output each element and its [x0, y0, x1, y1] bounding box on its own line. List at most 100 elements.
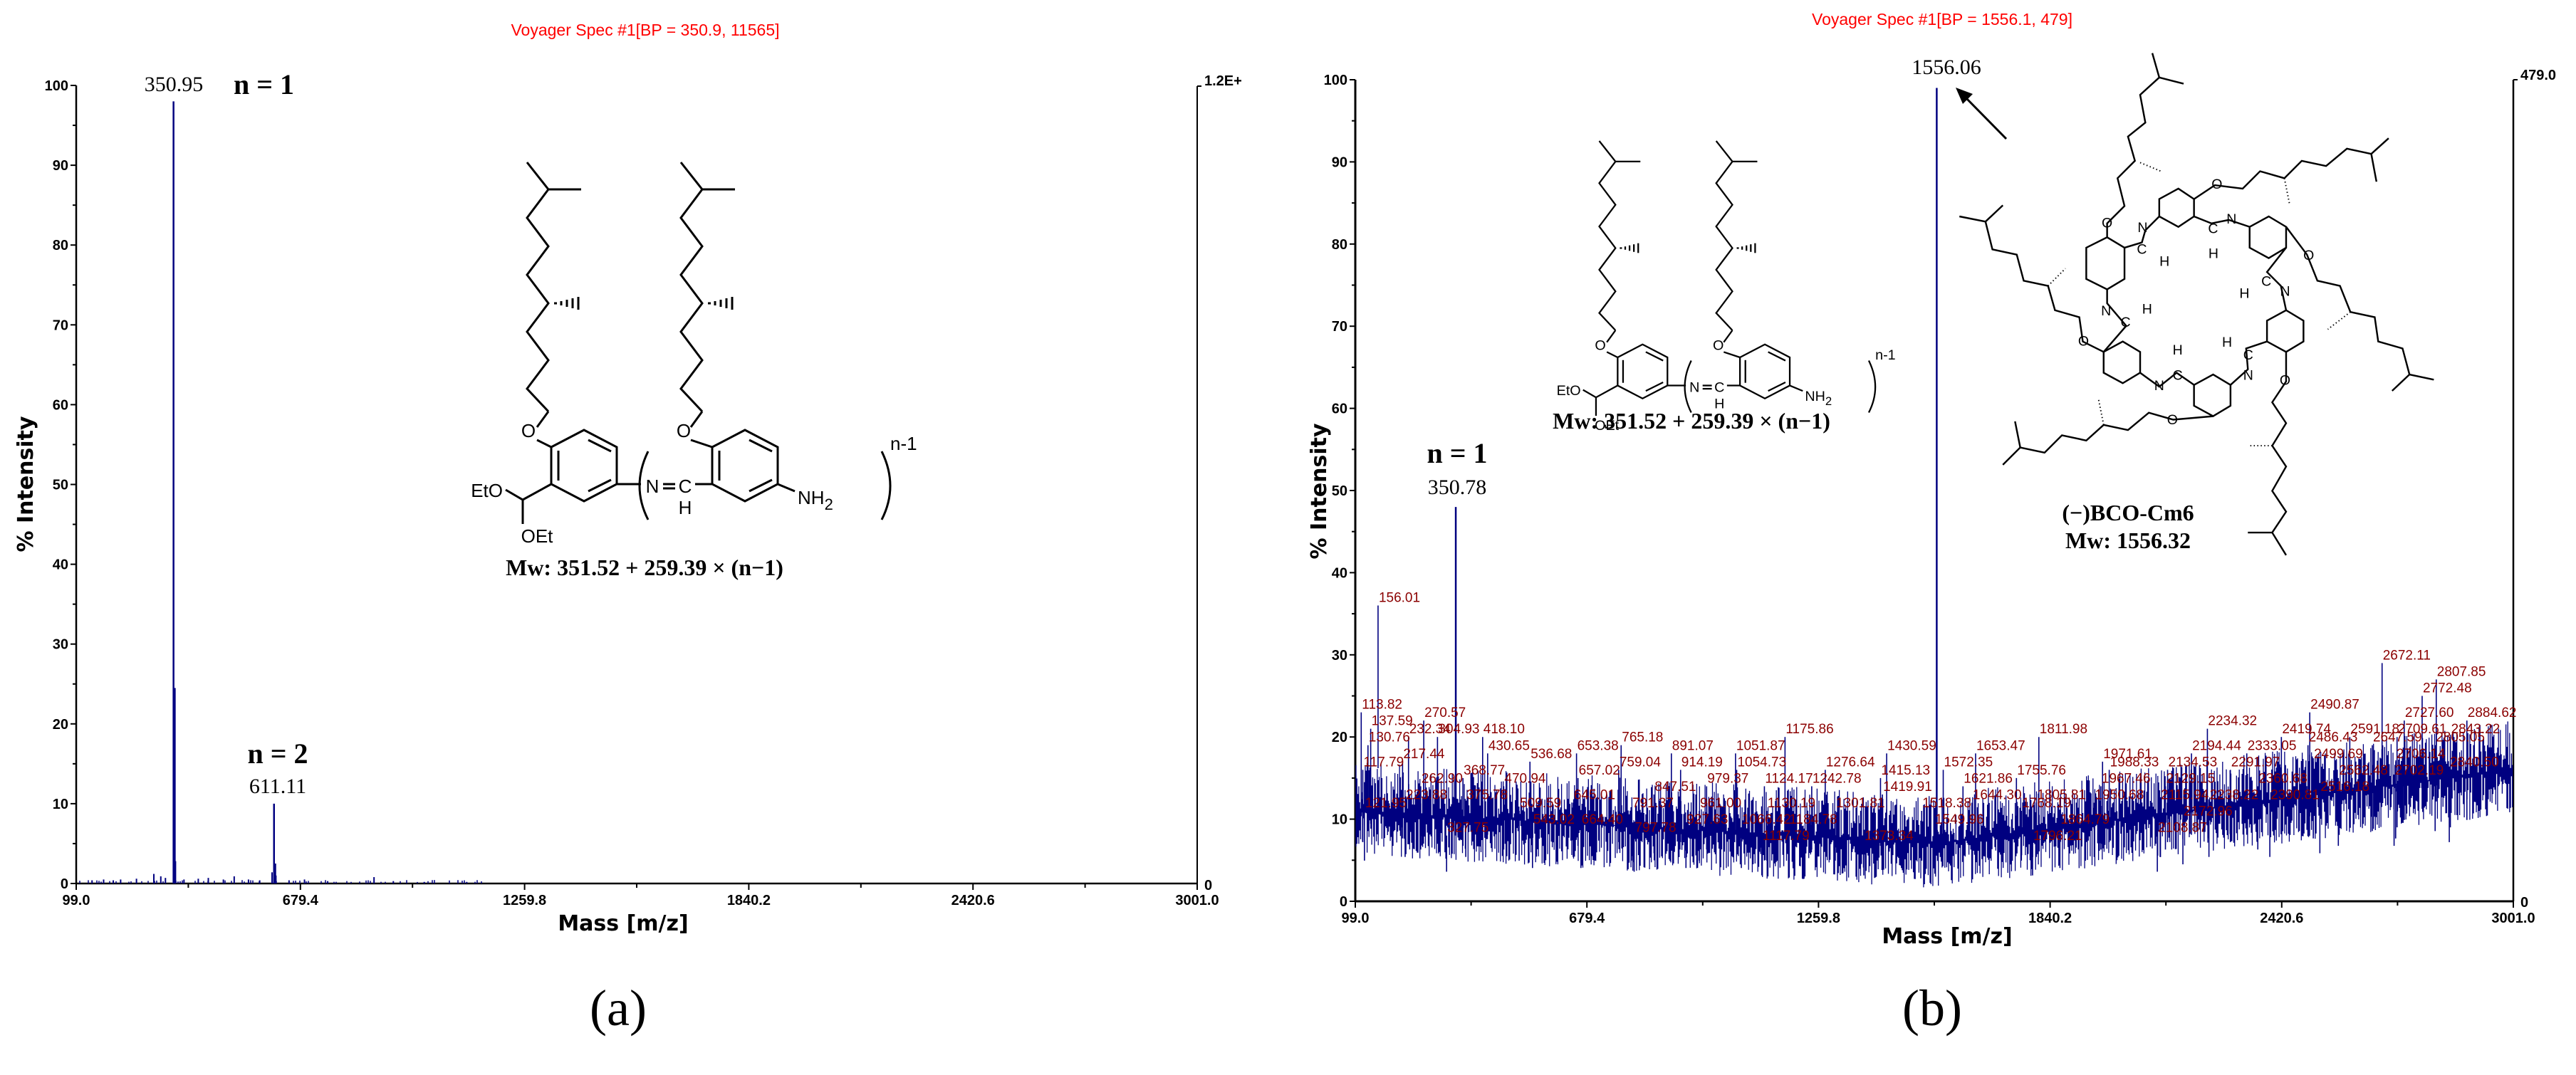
- y-tick-label: 20: [1332, 730, 1347, 745]
- peak-label: 543.02: [1533, 812, 1575, 827]
- oxygen-label: O: [1595, 337, 1605, 353]
- y-tick-label: 100: [45, 78, 68, 94]
- peak-label: 1768.19: [2022, 796, 2071, 811]
- y-tick-label: 30: [1332, 648, 1347, 664]
- peak-label: 645.01: [1574, 788, 1615, 803]
- n-atom: N: [2243, 367, 2253, 383]
- chart-title-b: Voyager Spec #1[BP = 1556.1, 479]: [1812, 10, 2072, 28]
- oxygen-label: O: [521, 420, 536, 441]
- y-tick-label: 90: [53, 158, 68, 174]
- peak-label: 2490.87: [2310, 698, 2359, 713]
- peak-label: 927.63: [1686, 812, 1728, 827]
- peak-label: 2672.11: [2383, 648, 2431, 663]
- x-tick-label: 1259.8: [1797, 911, 1840, 926]
- right-axis-bottom-a: 0: [1204, 878, 1212, 893]
- y-tick-label: 80: [53, 238, 68, 253]
- peak-label: 327.75: [1447, 821, 1488, 836]
- peak-label: 2194.44: [2192, 738, 2241, 753]
- peak-label: 2840.50: [2450, 755, 2499, 770]
- repeat-label: n-1: [890, 433, 917, 454]
- x-tick-label: 2420.6: [2260, 911, 2303, 926]
- y-tick-label: 90: [1332, 154, 1347, 170]
- peak-label: 1066.42: [1742, 812, 1791, 827]
- peak-label: 2390.81: [2270, 788, 2320, 803]
- peak-label: 1971.61: [2103, 747, 2152, 762]
- y-axis-title-a: % Intensity: [14, 416, 38, 552]
- o-atom: O: [2078, 334, 2089, 350]
- peak-label: 2807.85: [2437, 664, 2486, 679]
- c-atom: C: [2261, 274, 2271, 290]
- peak-label: 1276.64: [1826, 755, 1875, 770]
- macrocycle-mw: Mw: 1556.32: [2065, 528, 2191, 553]
- spectrum-a: [79, 101, 482, 883]
- y-tick-label: 30: [53, 637, 68, 653]
- x-tick-label: 3001.0: [1175, 893, 1219, 908]
- y-tick-label: 50: [53, 478, 68, 493]
- peak-label: 765.18: [1622, 730, 1663, 745]
- h-atom: H: [2209, 246, 2218, 262]
- y-tick-label: 70: [1332, 319, 1347, 335]
- h-atom: H: [2142, 302, 2152, 318]
- peak-label: 1805.81: [2037, 788, 2086, 803]
- c-atom: C: [2243, 347, 2253, 363]
- o-atom: O: [2303, 248, 2314, 263]
- amine-label: NH2: [1805, 389, 1832, 408]
- right-axis-top-a: 1.2E+: [1204, 73, 1242, 89]
- eto-label: EtO: [1557, 383, 1581, 399]
- n-atom: N: [2137, 220, 2147, 236]
- peak-label-1556-06: 1556.06: [1912, 56, 1981, 79]
- peak-label: 2727.60: [2405, 706, 2454, 720]
- peak-label: 1572.35: [1944, 755, 1993, 770]
- peak-label: 2562.48: [2339, 763, 2388, 778]
- peak-label: 2772.48: [2423, 681, 2472, 696]
- peak-label: 2234.32: [2208, 714, 2257, 729]
- x-tick-label: 3001.0: [2491, 911, 2535, 926]
- y-ticks-b: 0 10 20 30 40 50 60 70 80 90 100: [1324, 73, 1355, 910]
- peak-label: 536.68: [1531, 747, 1572, 762]
- peak-label: 2291.97: [2231, 755, 2280, 770]
- spectrum-b: [1355, 88, 2513, 888]
- peak-label: 2172.96: [2184, 804, 2233, 819]
- peak-label: 1242.78: [1813, 771, 1862, 786]
- imine-c-label: C: [1714, 380, 1724, 396]
- y-tick-label: 60: [1332, 402, 1347, 417]
- h-atom: H: [2222, 335, 2232, 350]
- peak-label: 1051.87: [1736, 738, 1785, 753]
- peak-label: 2805.05: [2436, 730, 2485, 745]
- eto-label: EtO: [471, 480, 503, 501]
- h-atom: H: [2239, 286, 2249, 302]
- peak-label: 847.51: [1654, 780, 1696, 795]
- amine-label: NH2: [798, 487, 833, 513]
- peak-label-611-11: 611.11: [249, 775, 306, 798]
- imine-n-label: N: [646, 476, 659, 497]
- x-ticks-a: 99.0 679.4 1259.8 1840.2 2420.6 3001.0: [63, 883, 1219, 908]
- y-tick-label: 80: [1332, 237, 1347, 253]
- y-tick-label: 20: [53, 717, 68, 733]
- peak-label: 2884.62: [2468, 706, 2517, 720]
- peak-label: 418.10: [1483, 722, 1525, 737]
- y-tick-label: 10: [53, 797, 68, 812]
- peak-label: 1653.47: [1976, 738, 2025, 753]
- peak-label: 1967.46: [2102, 771, 2151, 786]
- peak-label: 1124.17: [1765, 771, 1813, 786]
- peak-label: 1117.79: [1763, 829, 1810, 844]
- imine-c-label: C: [679, 476, 692, 497]
- peak-label: 914.19: [1681, 755, 1723, 770]
- mw-formula-b: Mw: 351.52 + 259.39 × (n−1): [1553, 408, 1830, 434]
- peak-label: 791.37: [1632, 796, 1674, 811]
- peak-label: 1430.59: [1887, 738, 1936, 753]
- peak-label: 2709.61: [2398, 722, 2447, 737]
- o-atom: O: [2102, 216, 2112, 231]
- peak-label: 509.59: [1520, 796, 1561, 811]
- peak-label: 1175.86: [1785, 722, 1833, 737]
- peak-label: 2134.53: [2169, 755, 2218, 770]
- imine-h-label: H: [1714, 396, 1724, 411]
- repeat-label: n-1: [1875, 347, 1896, 363]
- oligomer-structure-b: O O EtO OEt N C H n-1 NH2: [1557, 140, 1896, 434]
- oligomer-structure-a: O O EtO OEt N C H n-1 NH2: [471, 162, 917, 547]
- x-tick-label: 1259.8: [503, 893, 546, 908]
- h-atom: H: [2159, 253, 2169, 269]
- peak-label: 1811.98: [2040, 722, 2087, 737]
